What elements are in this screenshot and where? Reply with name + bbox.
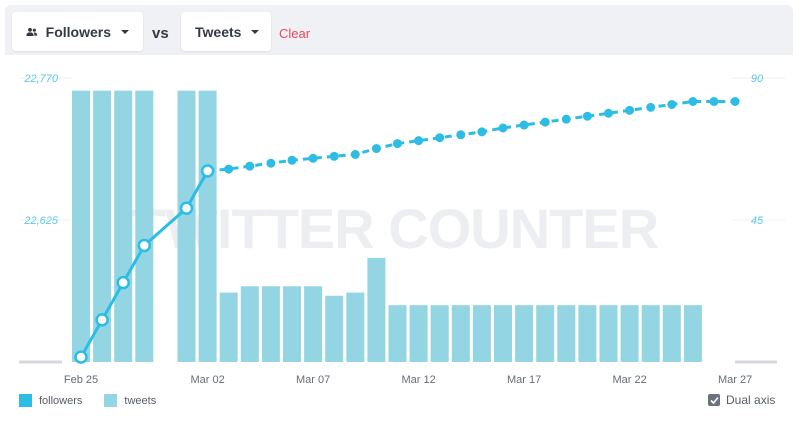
bar-tweets — [599, 305, 618, 362]
bar-tweets — [93, 90, 112, 362]
bar-tweets — [536, 305, 555, 362]
bar-tweets — [325, 295, 344, 362]
x-tick-label: Mar 17 — [507, 374, 541, 386]
bar-tweets — [515, 305, 534, 362]
point-followers — [393, 139, 402, 149]
bar-tweets — [641, 305, 660, 362]
bar-tweets — [240, 286, 259, 362]
legend-swatch-followers — [19, 394, 32, 407]
users-icon — [26, 27, 38, 36]
plot-area: TWITTER COUNTER 22,770 22,625 90 45 Feb 25 Ma… — [5, 55, 793, 433]
point-followers — [582, 111, 592, 121]
bar-tweets — [283, 286, 301, 362]
y-left-tick-label: 22,770 — [23, 73, 59, 85]
bar-tweets — [683, 305, 702, 362]
metric2-label: Tweets — [195, 23, 242, 40]
bar-tweets — [219, 292, 238, 362]
bar-tweets — [451, 305, 470, 362]
bar-tweets — [135, 90, 154, 362]
bar-tweets — [367, 257, 386, 362]
x-tick-label: Mar 27 — [718, 374, 752, 386]
chevron-down-icon — [121, 29, 129, 34]
point-followers — [287, 155, 297, 165]
metric2-dropdown[interactable]: Tweets — [181, 12, 271, 51]
bar-tweets — [430, 305, 449, 362]
point-followers — [137, 238, 152, 253]
y-right-tick-label: 45 — [751, 215, 764, 227]
legend-swatch-tweets — [104, 394, 118, 407]
point-followers — [350, 149, 360, 159]
point-followers — [179, 201, 194, 215]
bar-tweets — [346, 292, 365, 362]
bar-tweets — [662, 305, 681, 362]
bar-tweets — [72, 90, 90, 362]
point-followers — [498, 123, 508, 133]
bar-tweets — [261, 286, 280, 362]
point-followers — [200, 164, 215, 178]
bar-tweets — [177, 90, 196, 362]
point-followers — [667, 99, 677, 109]
y-left-tick-label: 22,625 — [23, 215, 59, 227]
metric1-dropdown[interactable]: Followers — [12, 12, 143, 51]
point-followers — [329, 151, 339, 161]
y-right-tick-label: 90 — [751, 73, 764, 85]
point-followers — [95, 313, 109, 327]
bar-tweets — [578, 305, 597, 362]
chart-svg: TWITTER COUNTER 22,770 22,625 90 45 Feb 25 Ma… — [19, 73, 785, 386]
point-followers — [730, 97, 740, 107]
point-followers — [625, 105, 635, 115]
legend-label-tweets: tweets — [124, 394, 157, 407]
chart-card: Followers vs Tweets Clear TWITTER COUNTE… — [5, 5, 793, 433]
point-followers — [308, 153, 318, 163]
point-followers — [561, 114, 571, 124]
point-followers — [414, 136, 424, 146]
point-followers — [245, 161, 255, 171]
dual-axis-label: Dual axis — [726, 393, 776, 407]
bar-tweets — [494, 305, 512, 362]
bar-tweets — [557, 305, 576, 362]
x-tick-label: Mar 22 — [612, 374, 646, 386]
point-followers — [116, 275, 130, 290]
point-followers — [266, 158, 276, 168]
bar-tweets — [472, 305, 491, 362]
line-followers-solid — [79, 170, 209, 358]
dual-axis-toggle[interactable]: Dual axis — [708, 393, 775, 407]
point-followers — [519, 120, 529, 130]
x-tick-label: Mar 12 — [401, 374, 435, 386]
toolbar: Followers vs Tweets Clear — [5, 5, 793, 55]
point-followers — [456, 130, 466, 140]
metric1-label: Followers — [45, 23, 111, 40]
bar-tweets — [409, 305, 428, 362]
bar-tweets — [114, 90, 133, 362]
point-followers — [688, 97, 698, 107]
x-tick-label: Feb 25 — [64, 374, 98, 386]
point-followers — [646, 102, 656, 112]
vs-label: vs — [152, 25, 169, 42]
x-tick-label: Mar 07 — [296, 374, 330, 386]
point-followers — [74, 350, 88, 364]
legend: followers tweets — [19, 394, 178, 407]
chevron-down-icon — [251, 29, 260, 34]
legend-item-tweets[interactable]: tweets — [104, 394, 156, 407]
legend-label-followers: followers — [39, 394, 83, 407]
point-followers — [371, 144, 381, 154]
point-followers — [709, 97, 719, 107]
line-followers-dashed — [207, 100, 736, 173]
checkbox-checked-icon — [708, 394, 720, 406]
clear-link[interactable]: Clear — [279, 26, 311, 41]
legend-item-followers[interactable]: followers — [19, 394, 82, 407]
bar-tweets — [304, 286, 323, 362]
bar-tweets — [198, 90, 217, 362]
point-followers — [224, 164, 234, 174]
x-tick-label: Mar 02 — [190, 374, 224, 386]
point-followers — [604, 108, 613, 118]
bar-tweets — [620, 305, 639, 362]
watermark: TWITTER COUNTER — [132, 197, 659, 260]
point-followers — [477, 127, 487, 137]
point-followers — [540, 117, 550, 127]
bar-tweets — [388, 305, 407, 362]
point-followers — [435, 133, 445, 143]
